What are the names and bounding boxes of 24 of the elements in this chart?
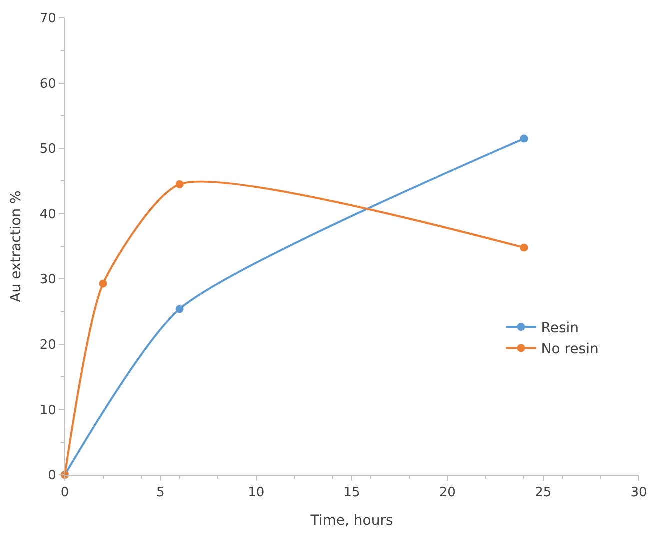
y-tick-label: 50 bbox=[40, 142, 56, 158]
y-tick-label: 10 bbox=[40, 403, 56, 418]
y-tick-label: 20 bbox=[40, 338, 56, 353]
point bbox=[176, 180, 184, 188]
point bbox=[99, 280, 108, 288]
legend-label: Resin bbox=[541, 320, 580, 336]
x-tick-label: 20 bbox=[439, 486, 456, 501]
y-tick-label: 70 bbox=[40, 12, 56, 27]
y-tick-label: 60 bbox=[40, 76, 56, 92]
x-axis-title: Time, hours bbox=[310, 512, 394, 529]
x-tick-label: 15 bbox=[344, 486, 360, 501]
legend-label: No resin bbox=[541, 342, 599, 358]
y-tick-label: 0 bbox=[48, 468, 56, 484]
x-tick-label: 10 bbox=[248, 486, 265, 501]
y-axis-title: Au extraction % bbox=[8, 190, 24, 302]
y-tick-label: 40 bbox=[40, 207, 56, 222]
x-tick-label: 30 bbox=[630, 486, 648, 501]
x-tick-label: 0 bbox=[60, 486, 70, 501]
y-tick-label: 30 bbox=[40, 272, 56, 288]
x-tick-label: 25 bbox=[535, 486, 552, 501]
x-tick-label: 5 bbox=[156, 486, 165, 501]
point bbox=[520, 244, 528, 252]
point bbox=[520, 134, 528, 143]
point bbox=[176, 305, 184, 314]
